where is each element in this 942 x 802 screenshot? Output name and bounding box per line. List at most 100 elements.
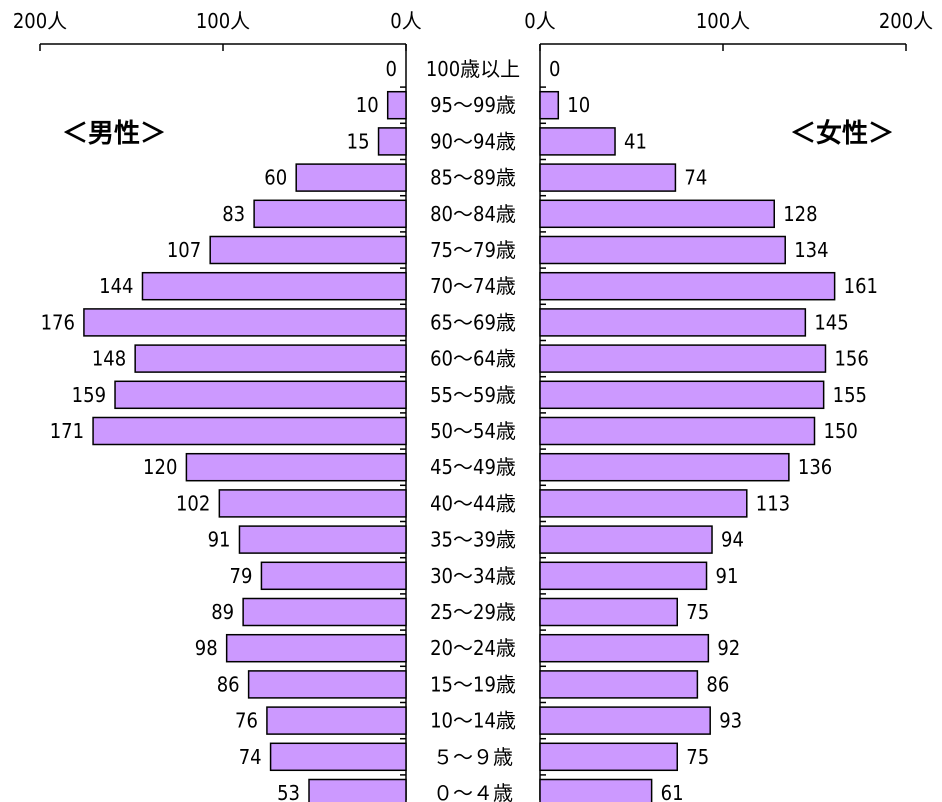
male-value-label: 86 <box>217 672 240 696</box>
male-bar <box>134 344 407 373</box>
male-value-label: 76 <box>235 709 258 733</box>
male-value-label: 144 <box>99 274 133 298</box>
male-bar <box>260 561 407 591</box>
male-bar <box>242 597 407 627</box>
female-bar <box>539 633 710 663</box>
male-bar <box>269 742 407 772</box>
female-value-label: 156 <box>834 347 868 371</box>
male-value-label: 159 <box>72 383 106 407</box>
female-value-label: 0 <box>549 57 560 81</box>
male-bar <box>209 235 407 265</box>
female-value-label: 155 <box>833 383 867 407</box>
female-bar <box>539 452 790 482</box>
male-bars: 0 10 15 60 83 107 144 176 148 159 171 120 102 91 79 89 9… <box>41 57 407 802</box>
male-bar <box>185 452 407 482</box>
age-group-label: 80～84歳 <box>430 202 516 226</box>
female-tick-label: 0人 <box>524 9 555 33</box>
female-bar <box>539 235 786 265</box>
male-value-label: 15 <box>347 129 370 153</box>
male-value-label: 148 <box>92 347 126 371</box>
female-value-label: 113 <box>756 491 790 515</box>
age-group-label: 25～29歳 <box>430 600 516 624</box>
male-value-label: 89 <box>211 600 234 624</box>
female-value-label: 93 <box>719 709 742 733</box>
female-bar <box>539 271 836 301</box>
female-value-label: 74 <box>684 166 707 190</box>
male-value-label: 60 <box>264 166 287 190</box>
female-axis: 0人 100人 200人 <box>524 9 933 800</box>
male-value-label: 74 <box>239 745 262 769</box>
female-bars: 0 10 41 74 128 134 161 145 156 155 150 136 113 94 91 75… <box>539 57 878 802</box>
male-value-label: 98 <box>195 636 218 660</box>
female-value-label: 128 <box>783 202 817 226</box>
female-value-label: 150 <box>824 419 858 443</box>
male-bar <box>83 308 407 337</box>
female-legend-label: ＜女性＞ <box>790 118 894 149</box>
age-group-label: 50～54歳 <box>430 419 516 443</box>
female-value-label: 161 <box>844 274 878 298</box>
male-bar <box>247 670 407 699</box>
female-value-label: 134 <box>794 238 828 262</box>
female-bar <box>539 199 775 229</box>
female-value-label: 75 <box>686 600 709 624</box>
male-value-label: 53 <box>277 781 300 802</box>
age-group-label: 65～69歳 <box>430 310 516 334</box>
male-bar <box>92 416 407 446</box>
female-tick-label: 100人 <box>696 9 750 33</box>
age-group-label: 30～34歳 <box>430 564 516 588</box>
age-group-label: 40～44歳 <box>430 491 516 515</box>
male-tick-label: 200人 <box>13 9 67 33</box>
male-bar <box>266 706 407 735</box>
female-value-label: 136 <box>798 455 832 479</box>
female-bar <box>539 561 708 591</box>
male-bar <box>114 380 407 410</box>
male-legend-label: ＜男性＞ <box>62 119 166 149</box>
female-value-label: 91 <box>716 564 739 588</box>
age-group-label: 95～99歳 <box>430 93 516 117</box>
age-group-label: 60～64歳 <box>430 347 516 371</box>
male-value-label: 171 <box>50 419 84 443</box>
female-bar <box>539 127 616 156</box>
female-bar <box>539 90 560 120</box>
age-group-label: 85～89歳 <box>430 166 516 190</box>
age-group-label: 90～94歳 <box>430 129 516 153</box>
age-group-label: 15～19歳 <box>430 672 516 696</box>
female-value-label: 10 <box>567 93 590 117</box>
age-group-label: 100歳以上 <box>426 57 520 81</box>
female-bar <box>539 380 825 410</box>
age-group-label: ０～４歳 <box>433 781 513 802</box>
age-labels: 100歳以上 95～99歳 90～94歳 85～89歳 80～84歳 75～79歳 70～7… <box>426 57 520 802</box>
male-bar <box>386 90 407 120</box>
female-bar <box>539 308 807 337</box>
female-value-label: 92 <box>717 636 740 660</box>
female-value-label: 41 <box>624 129 647 153</box>
age-group-label: 45～49歳 <box>430 455 516 479</box>
female-bar <box>539 670 699 699</box>
female-value-label: 86 <box>706 672 729 696</box>
age-group-label: 70～74歳 <box>430 274 516 298</box>
male-value-label: 91 <box>208 528 231 552</box>
male-value-label: 107 <box>167 238 201 262</box>
male-value-label: 102 <box>176 491 210 515</box>
female-value-label: 75 <box>686 745 709 769</box>
male-tick-label: 100人 <box>196 9 250 33</box>
female-bar <box>539 344 827 373</box>
male-bar <box>218 489 407 518</box>
age-group-label: 75～79歳 <box>430 238 516 262</box>
female-bar <box>539 778 653 802</box>
female-bar <box>539 489 748 518</box>
male-bar <box>308 778 407 802</box>
male-bar <box>295 163 407 192</box>
female-value-label: 61 <box>661 781 684 802</box>
male-value-label: 10 <box>356 93 379 117</box>
male-tick-label: 0人 <box>390 9 421 33</box>
female-value-label: 94 <box>721 528 744 552</box>
female-bar <box>539 597 678 627</box>
female-bar <box>539 706 711 735</box>
female-bar <box>539 416 816 446</box>
female-value-label: 145 <box>814 310 848 334</box>
female-bar <box>539 742 678 772</box>
female-bar <box>539 163 677 192</box>
male-bar <box>225 633 407 663</box>
male-value-label: 176 <box>41 310 75 334</box>
